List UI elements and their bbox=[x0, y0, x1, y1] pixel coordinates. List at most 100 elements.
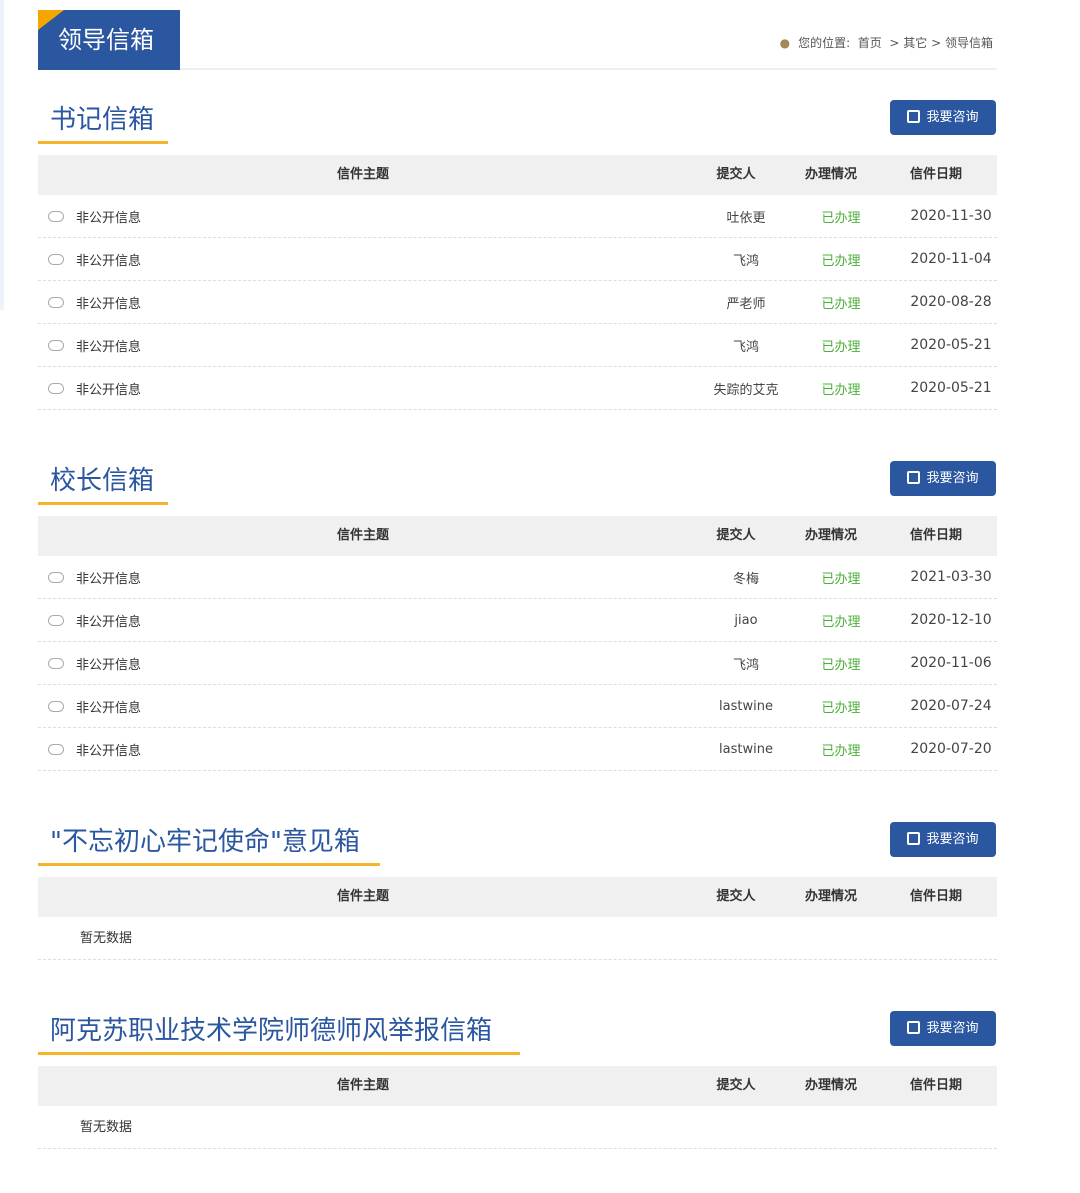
letter-subject[interactable]: 非公开信息 bbox=[76, 382, 142, 398]
mailbox-section: 阿克苏职业技术学院师德师风举报信箱 我要咨询 信件主题 提交人 办理情况 信件日… bbox=[38, 1004, 997, 1149]
comment-icon bbox=[48, 743, 64, 755]
submitter: 失踪的艾克 bbox=[713, 382, 779, 398]
table-row[interactable]: 非公开信息 飞鸿 已办理 2020-11-06 bbox=[38, 642, 997, 685]
consult-button-label: 我要咨询 bbox=[926, 110, 979, 125]
status-badge: 已办理 bbox=[821, 700, 861, 716]
edit-icon bbox=[907, 1021, 921, 1034]
table-header: 信件主题 提交人 办理情况 信件日期 bbox=[38, 1066, 997, 1106]
edit-icon bbox=[907, 471, 921, 484]
comment-icon bbox=[48, 296, 64, 308]
status-badge: 已办理 bbox=[821, 743, 861, 759]
mailbox-section: 书记信箱 我要咨询 信件主题 提交人 办理情况 信件日期 非公开信息 吐依更 已… bbox=[38, 93, 997, 410]
submitter: 飞鸿 bbox=[732, 339, 759, 355]
consult-button-label: 我要咨询 bbox=[926, 471, 979, 486]
letter-subject[interactable]: 非公开信息 bbox=[76, 743, 142, 759]
empty-message: 暂无数据 bbox=[38, 1106, 997, 1149]
letter-date: 2020-05-21 bbox=[910, 337, 992, 353]
letter-date: 2020-08-28 bbox=[910, 294, 992, 310]
col-submitter: 提交人 bbox=[716, 167, 756, 182]
section-title: 校长信箱 bbox=[50, 466, 155, 496]
left-edge bbox=[0, 0, 4, 310]
edit-icon bbox=[907, 832, 921, 845]
status-badge: 已办理 bbox=[821, 210, 861, 226]
table-row[interactable]: 非公开信息 飞鸿 已办理 2020-05-21 bbox=[38, 324, 997, 367]
consult-button[interactable]: 我要咨询 bbox=[890, 100, 996, 135]
col-subject: 信件主题 bbox=[336, 167, 389, 182]
letter-subject[interactable]: 非公开信息 bbox=[76, 210, 142, 226]
comment-icon bbox=[48, 382, 64, 394]
letter-date: 2020-05-21 bbox=[910, 380, 992, 396]
col-date: 信件日期 bbox=[909, 1078, 962, 1093]
submitter: jiao bbox=[734, 612, 758, 628]
submitter: 飞鸿 bbox=[732, 253, 759, 269]
status-badge: 已办理 bbox=[821, 382, 861, 398]
consult-button[interactable]: 我要咨询 bbox=[890, 461, 996, 496]
table-row[interactable]: 非公开信息 严老师 已办理 2020-08-28 bbox=[38, 281, 997, 324]
status-badge: 已办理 bbox=[821, 339, 861, 355]
comment-icon bbox=[48, 210, 64, 222]
status-badge: 已办理 bbox=[821, 253, 861, 269]
title-underline bbox=[38, 502, 168, 505]
table-row[interactable]: 非公开信息 吐依更 已办理 2020-11-30 bbox=[38, 195, 997, 238]
mailbox-section: 校长信箱 我要咨询 信件主题 提交人 办理情况 信件日期 非公开信息 冬梅 已办… bbox=[38, 454, 997, 771]
status-badge: 已办理 bbox=[821, 296, 861, 312]
col-date: 信件日期 bbox=[909, 167, 962, 182]
col-status: 办理情况 bbox=[804, 167, 857, 182]
comment-icon bbox=[48, 614, 64, 626]
col-date: 信件日期 bbox=[909, 528, 962, 543]
breadcrumb-other[interactable]: 其它 bbox=[903, 36, 928, 50]
top-bar: 领导信箱 ● 您的位置: 首页 > 其它 > 领导信箱 bbox=[38, 10, 997, 70]
letter-subject[interactable]: 非公开信息 bbox=[76, 657, 142, 673]
status-badge: 已办理 bbox=[821, 614, 861, 630]
table-header: 信件主题 提交人 办理情况 信件日期 bbox=[38, 877, 997, 917]
consult-button[interactable]: 我要咨询 bbox=[890, 1011, 996, 1046]
letter-subject[interactable]: 非公开信息 bbox=[76, 700, 142, 716]
col-status: 办理情况 bbox=[804, 889, 857, 904]
status-badge: 已办理 bbox=[821, 571, 861, 587]
letter-date: 2021-03-30 bbox=[910, 569, 992, 585]
title-underline bbox=[38, 141, 168, 144]
section-title: "不忘初心牢记使命"意见箱 bbox=[50, 827, 360, 857]
section-title: 书记信箱 bbox=[50, 105, 155, 135]
col-subject: 信件主题 bbox=[336, 889, 389, 904]
col-status: 办理情况 bbox=[804, 1078, 857, 1093]
page-title: 领导信箱 bbox=[38, 10, 180, 70]
consult-button-label: 我要咨询 bbox=[926, 1021, 979, 1036]
section-title: 阿克苏职业技术学院师德师风举报信箱 bbox=[50, 1016, 493, 1046]
comment-icon bbox=[48, 657, 64, 669]
letter-subject[interactable]: 非公开信息 bbox=[76, 614, 142, 630]
submitter: 飞鸿 bbox=[732, 657, 759, 673]
table-header: 信件主题 提交人 办理情况 信件日期 bbox=[38, 155, 997, 195]
comment-icon bbox=[48, 253, 64, 265]
col-subject: 信件主题 bbox=[336, 1078, 389, 1093]
table-header: 信件主题 提交人 办理情况 信件日期 bbox=[38, 516, 997, 556]
consult-button-label: 我要咨询 bbox=[926, 832, 979, 847]
table-row[interactable]: 非公开信息 失踪的艾克 已办理 2020-05-21 bbox=[38, 367, 997, 410]
table-row[interactable]: 非公开信息 飞鸿 已办理 2020-11-04 bbox=[38, 238, 997, 281]
table-row[interactable]: 非公开信息 lastwine 已办理 2020-07-20 bbox=[38, 728, 997, 771]
comment-icon bbox=[48, 700, 64, 712]
table-row[interactable]: 非公开信息 冬梅 已办理 2021-03-30 bbox=[38, 556, 997, 599]
col-submitter: 提交人 bbox=[716, 528, 756, 543]
col-status: 办理情况 bbox=[804, 528, 857, 543]
letter-subject[interactable]: 非公开信息 bbox=[76, 571, 142, 587]
table-row[interactable]: 非公开信息 lastwine 已办理 2020-07-24 bbox=[38, 685, 997, 728]
letter-subject[interactable]: 非公开信息 bbox=[76, 296, 142, 312]
breadcrumb: ● 您的位置: 首页 > 其它 > 领导信箱 bbox=[779, 36, 993, 50]
letter-date: 2020-11-04 bbox=[910, 251, 992, 267]
table-row[interactable]: 非公开信息 jiao 已办理 2020-12-10 bbox=[38, 599, 997, 642]
page-content: 领导信箱 ● 您的位置: 首页 > 其它 > 领导信箱 书记信箱 我要咨询 信件主… bbox=[38, 10, 997, 1193]
comment-icon bbox=[48, 339, 64, 351]
breadcrumb-current[interactable]: 领导信箱 bbox=[944, 36, 993, 50]
comment-icon bbox=[48, 571, 64, 583]
edit-icon bbox=[907, 110, 921, 123]
letter-subject[interactable]: 非公开信息 bbox=[76, 253, 142, 269]
submitter: 冬梅 bbox=[732, 571, 759, 587]
empty-message: 暂无数据 bbox=[38, 917, 997, 960]
title-underline bbox=[38, 1052, 520, 1055]
consult-button[interactable]: 我要咨询 bbox=[890, 822, 996, 857]
breadcrumb-home[interactable]: 首页 bbox=[857, 36, 882, 50]
col-subject: 信件主题 bbox=[336, 528, 389, 543]
title-underline bbox=[38, 863, 380, 866]
letter-subject[interactable]: 非公开信息 bbox=[76, 339, 142, 355]
